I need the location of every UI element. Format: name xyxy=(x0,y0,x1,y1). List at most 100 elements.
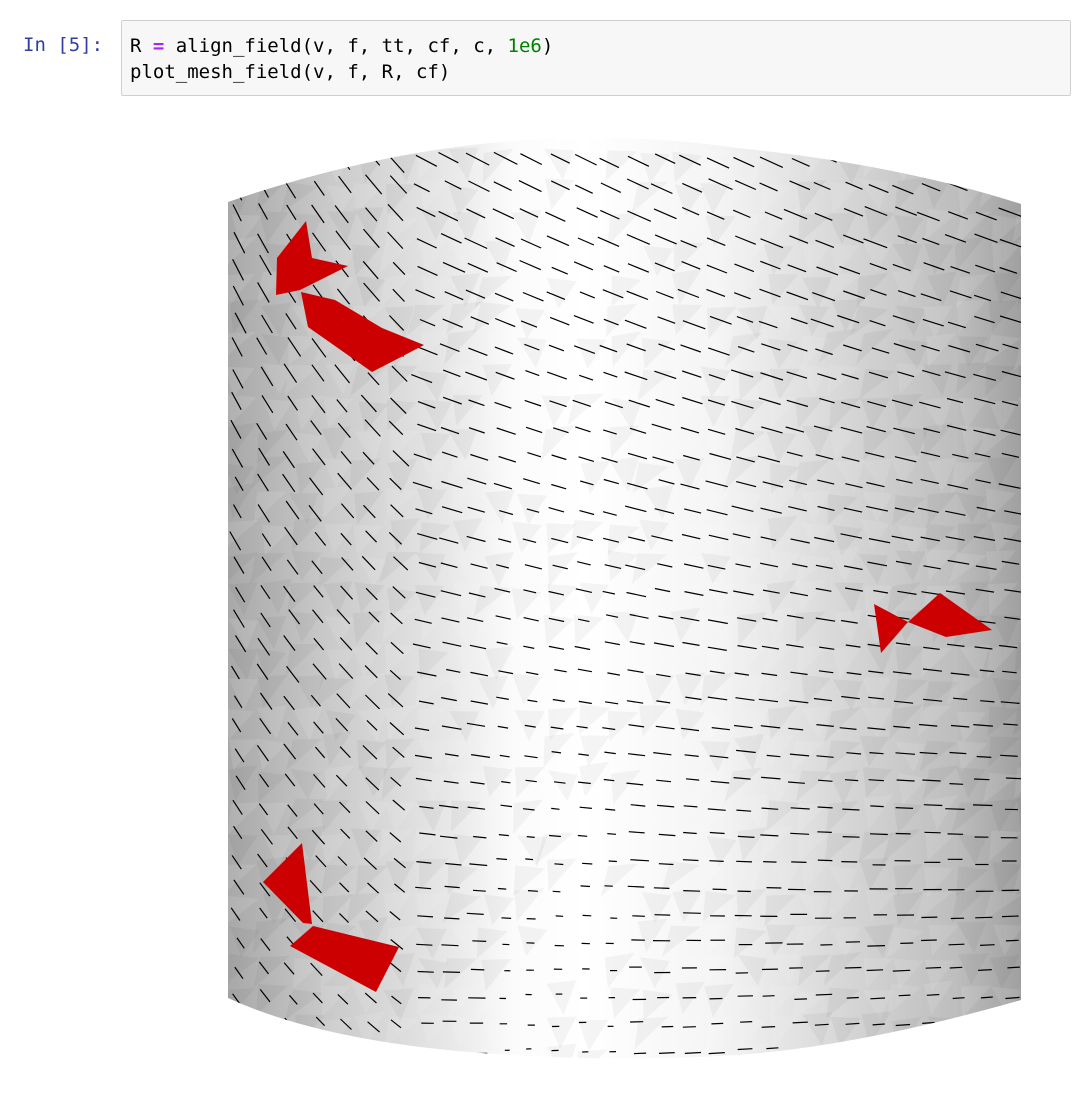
mesh-facet xyxy=(925,148,957,179)
field-line xyxy=(953,998,965,999)
field-line xyxy=(230,151,240,172)
field-line xyxy=(920,155,939,163)
mesh-facet xyxy=(1024,301,1054,333)
mesh-facet xyxy=(1019,586,1049,618)
field-line xyxy=(609,861,617,862)
field-line xyxy=(950,1052,964,1053)
field-line xyxy=(713,889,727,890)
field-line xyxy=(972,180,994,189)
field-line xyxy=(787,1051,803,1052)
field-line xyxy=(628,886,645,887)
field-line xyxy=(654,888,670,889)
field-line xyxy=(263,1017,272,1028)
field-line xyxy=(472,941,486,942)
field-line xyxy=(766,1048,778,1049)
mesh-facet xyxy=(295,1014,325,1045)
mesh-facet xyxy=(1023,613,1053,644)
field-line xyxy=(843,837,860,838)
field-line xyxy=(895,154,918,164)
mesh-facet xyxy=(1013,704,1048,735)
mesh-facet xyxy=(575,1049,608,1082)
field-line xyxy=(927,995,940,996)
field-line xyxy=(869,1051,882,1052)
field-line xyxy=(998,186,1019,194)
mesh-facet xyxy=(221,151,254,184)
mesh-facet xyxy=(1021,953,1052,984)
field-line xyxy=(1005,1023,1017,1024)
cell-prompt: In [5]: xyxy=(23,34,103,56)
mesh-facet xyxy=(1017,271,1053,307)
field-line xyxy=(762,1027,776,1028)
field-line xyxy=(926,968,941,969)
field-line xyxy=(262,146,274,167)
field-line xyxy=(925,832,941,833)
field-line xyxy=(709,861,723,862)
field-line xyxy=(899,995,911,996)
mesh-facet xyxy=(1020,456,1052,489)
mesh-facet xyxy=(228,1020,258,1051)
mesh-facet xyxy=(353,1050,383,1081)
field-line xyxy=(816,994,832,995)
field-line xyxy=(981,1022,994,1023)
field-line xyxy=(817,832,831,833)
field-line xyxy=(951,1025,965,1026)
field-line xyxy=(528,891,538,892)
mesh-facet xyxy=(1024,926,1054,958)
field-line xyxy=(232,1047,240,1058)
field-line xyxy=(978,970,992,971)
field-line xyxy=(921,940,937,941)
mesh-facet xyxy=(990,149,1020,185)
mesh-facet xyxy=(887,1048,923,1079)
field-line xyxy=(975,917,992,918)
mesh-facet xyxy=(415,1052,449,1083)
field-line xyxy=(1006,778,1022,779)
mesh-facet xyxy=(991,1019,1021,1051)
code-input[interactable]: R = align_field(v, f, tt, cf, c, 1e6) pl… xyxy=(121,20,1071,96)
mesh-facet xyxy=(1021,834,1051,865)
mesh-facet xyxy=(1019,738,1052,772)
field-line xyxy=(607,834,616,835)
mesh-facet xyxy=(926,1042,956,1078)
field-line xyxy=(845,968,862,969)
mesh-facet xyxy=(546,1044,576,1078)
field-line xyxy=(683,1027,696,1028)
field-line xyxy=(1006,940,1019,941)
field-line xyxy=(976,1051,991,1053)
mesh-facet xyxy=(956,1045,986,1076)
field-line xyxy=(498,889,506,890)
field-line xyxy=(867,970,883,971)
field-line xyxy=(949,154,970,163)
field-line xyxy=(263,1047,270,1056)
field-line xyxy=(740,1022,752,1023)
field-line xyxy=(632,916,645,917)
field-line xyxy=(974,779,989,780)
field-line xyxy=(1002,916,1019,917)
field-line xyxy=(683,860,699,861)
field-line xyxy=(1003,1048,1016,1049)
mesh-facet xyxy=(704,1050,734,1081)
field-line xyxy=(896,808,914,809)
mesh-plot[interactable] xyxy=(0,110,1072,1090)
field-line xyxy=(819,1050,830,1051)
mesh-facet xyxy=(1020,489,1051,520)
field-line xyxy=(582,863,592,864)
mesh-facet xyxy=(891,1017,921,1052)
mesh-facet xyxy=(1021,1052,1053,1083)
field-line xyxy=(793,1022,808,1023)
mesh-facet xyxy=(1024,183,1054,214)
field-line xyxy=(736,861,752,862)
mesh-facet xyxy=(511,1046,541,1077)
mesh-facet xyxy=(1020,887,1050,922)
mesh-facet xyxy=(1018,236,1048,271)
field-line xyxy=(683,891,700,892)
field-line xyxy=(659,1053,675,1054)
field-line xyxy=(870,998,885,999)
mesh-facet xyxy=(257,1021,293,1052)
field-line xyxy=(870,834,888,835)
mesh-facet xyxy=(993,1047,1023,1079)
field-line xyxy=(471,969,484,970)
field-line xyxy=(554,864,563,865)
field-line xyxy=(738,1049,753,1050)
field-line xyxy=(818,860,833,861)
